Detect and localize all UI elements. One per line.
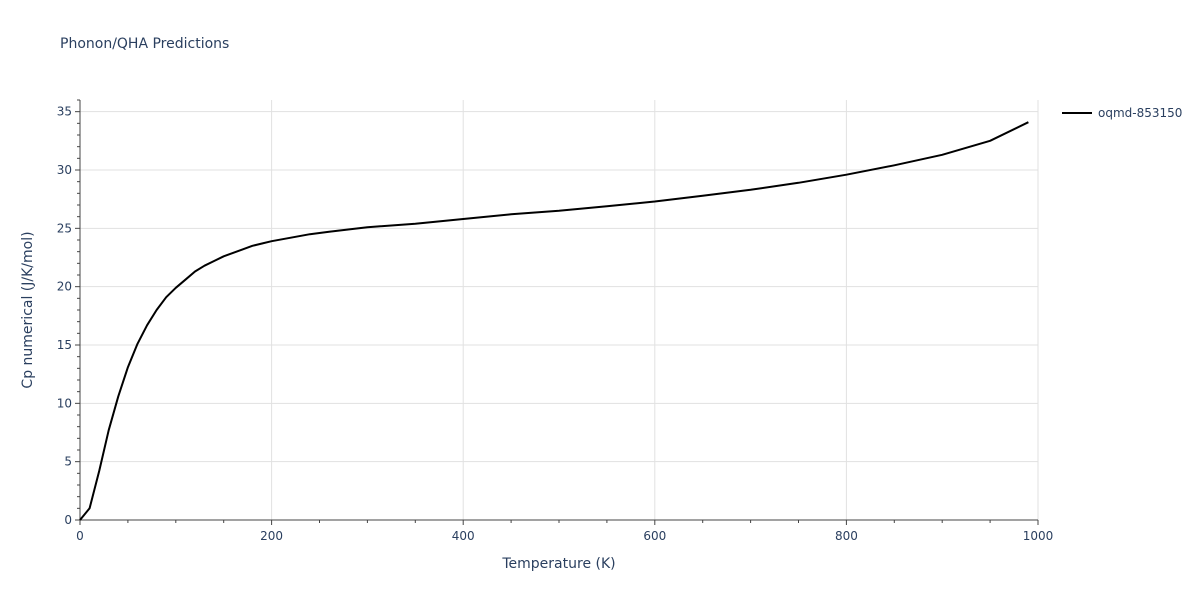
x-axis-label: Temperature (K) [501, 556, 615, 572]
legend[interactable]: oqmd-853150 [1062, 106, 1182, 120]
x-tick-label: 200 [260, 529, 283, 543]
legend-label: oqmd-853150 [1098, 106, 1183, 120]
x-tick-label: 0 [76, 529, 84, 543]
legend-swatch [1062, 112, 1092, 114]
x-tick-label: 1000 [1023, 529, 1054, 543]
y-tick-label: 5 [64, 455, 72, 469]
y-tick-label: 15 [57, 338, 72, 352]
grid [80, 100, 1039, 520]
series-line [79, 121, 1029, 521]
series-layer [79, 121, 1029, 521]
x-tick-label: 800 [835, 529, 858, 543]
y-tick-label: 25 [57, 221, 72, 235]
y-tick-label: 20 [57, 280, 72, 294]
y-tick-label: 30 [57, 163, 72, 177]
y-tick-label: 35 [57, 105, 72, 119]
x-tick-label: 600 [643, 529, 666, 543]
x-tick-label: 400 [452, 529, 475, 543]
axes: 0 200 400 600 800 1000 0 5 10 15 20 25 30 35 [57, 99, 1054, 543]
y-axis-label: Cp numerical (J/K/mol) [20, 231, 36, 388]
y-tick-label: 0 [64, 513, 72, 527]
y-tick-label: 10 [57, 396, 72, 410]
chart-title: Phonon/QHA Predictions [60, 36, 230, 52]
